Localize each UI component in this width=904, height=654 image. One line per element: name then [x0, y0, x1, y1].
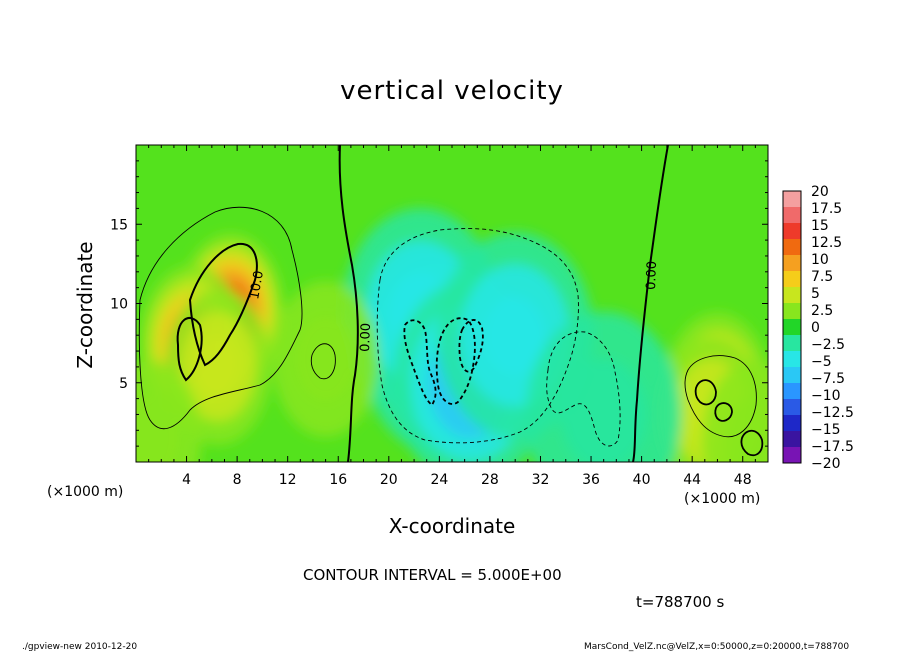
colorbar-label-16: −20	[811, 456, 841, 472]
x-tick-label-8: 36	[582, 472, 600, 488]
contour-bottom-blob	[740, 429, 764, 457]
colorbar-label-2: 15	[811, 218, 829, 234]
colorbar-swatch-16	[783, 447, 801, 463]
colorbar-swatch-13	[783, 399, 801, 415]
contour-positive-right-inner	[694, 379, 717, 406]
colorbar-frame	[782, 190, 802, 464]
colorbar-swatch-7	[783, 303, 801, 319]
x-tick-label-9: 40	[633, 472, 651, 488]
x-axis-label: X-coordinate	[388, 514, 516, 538]
colorbar: 2017.51512.5107.552.50−2.5−5−7.5−10−12.5…	[782, 184, 854, 472]
colorbar-swatch-5	[783, 271, 801, 287]
colorbar-swatch-12	[783, 383, 801, 399]
colorbar-label-3: 12.5	[811, 235, 842, 251]
chart-title: vertical velocity	[340, 76, 564, 106]
contour-zero-left	[338, 145, 359, 462]
field-blob-11-1	[560, 358, 647, 462]
contour-10b	[176, 317, 203, 382]
y-tick-label-1: 10	[110, 297, 128, 313]
colorbar-label-4: 10	[811, 252, 829, 268]
colorbar-swatch-2	[783, 223, 801, 239]
x-tick-label-2: 12	[279, 472, 297, 488]
footer-left-text: ./gpview-new 2010-12-20	[22, 642, 138, 652]
contour-negative-right	[546, 331, 621, 447]
y-axis-label: Z-coordinate	[73, 241, 97, 369]
contour-small-blob	[310, 343, 336, 380]
plot-area: 10.0 0.00 0.00	[136, 145, 768, 462]
field-blob-12-1	[724, 395, 768, 462]
contour-label-zero-right: 0.00	[644, 261, 660, 290]
colorbar-swatch-15	[783, 431, 801, 447]
contour-interval-text: CONTOUR INTERVAL = 5.000E+00	[303, 566, 562, 584]
x-tick-label-5: 24	[430, 472, 448, 488]
contour-label-10: 10.0	[247, 270, 267, 301]
colorbar-label-12: −10	[811, 388, 841, 404]
field-blob-9-1	[295, 315, 357, 402]
colorbar-swatch-0	[783, 191, 801, 207]
colorbar-label-5: 7.5	[811, 269, 833, 285]
colorbar-label-15: −17.5	[811, 439, 854, 455]
colorbar-swatch-4	[783, 255, 801, 271]
y-tick-label-0: 5	[119, 376, 128, 392]
colorbar-label-0: 20	[811, 184, 829, 200]
colorbar-label-13: −12.5	[811, 405, 854, 421]
x-unit-label-left: (×1000 m)	[47, 484, 124, 500]
time-label: t=788700 s	[636, 593, 725, 611]
velocity-field	[136, 208, 768, 462]
contour-minus-10	[403, 319, 437, 407]
x-tick-label-11: 48	[734, 472, 752, 488]
colorbar-swatch-11	[783, 367, 801, 383]
contour-zero-right	[632, 145, 669, 462]
colorbar-label-11: −7.5	[811, 371, 845, 387]
contour-positive-right-inner2	[714, 402, 733, 422]
contour-negative-outer	[376, 228, 579, 444]
colorbar-swatch-9	[783, 335, 801, 351]
field-blob-10-1	[136, 395, 180, 462]
footer-right-text: MarsCond_VelZ.nc@VelZ,x=0:50000,z=0:2000…	[584, 642, 850, 652]
x-tick-label-0: 4	[182, 472, 191, 488]
contour-lines	[138, 145, 764, 462]
colorbar-swatch-10	[783, 351, 801, 367]
colorbar-label-14: −15	[811, 422, 841, 438]
field-blob-6-2	[483, 295, 547, 375]
colorbar-swatch-6	[783, 287, 801, 303]
colorbar-swatch-8	[783, 319, 801, 335]
colorbar-label-1: 17.5	[811, 201, 842, 217]
colorbar-label-9: −2.5	[811, 337, 845, 353]
contour-label-zero-left: 0.00	[358, 323, 374, 352]
colorbar-label-8: 0	[811, 320, 820, 336]
x-tick-label-1: 8	[233, 472, 242, 488]
colorbar-label-7: 2.5	[811, 303, 833, 319]
contour-10	[188, 242, 258, 367]
x-unit-label-right: (×1000 m)	[684, 491, 761, 507]
field-blob-2-2	[195, 335, 242, 399]
colorbar-swatch-14	[783, 415, 801, 431]
x-tick-label-6: 28	[481, 472, 499, 488]
contour-label-group: 10.0 0.00 0.00	[247, 261, 660, 352]
colorbar-swatch-1	[783, 207, 801, 223]
y-tick-label-2: 15	[110, 217, 128, 233]
x-tick-label-4: 20	[380, 472, 398, 488]
x-tick-label-10: 44	[683, 472, 701, 488]
contour-minus-10b	[435, 317, 476, 405]
contour-positive-right-outer	[684, 355, 757, 438]
x-tick-label-3: 16	[329, 472, 347, 488]
colorbar-label-6: 5	[811, 286, 820, 302]
contour-positive-outer	[138, 206, 303, 430]
colorbar-label-10: −5	[811, 354, 832, 370]
x-tick-label-7: 32	[532, 472, 550, 488]
colorbar-swatch-3	[783, 239, 801, 255]
